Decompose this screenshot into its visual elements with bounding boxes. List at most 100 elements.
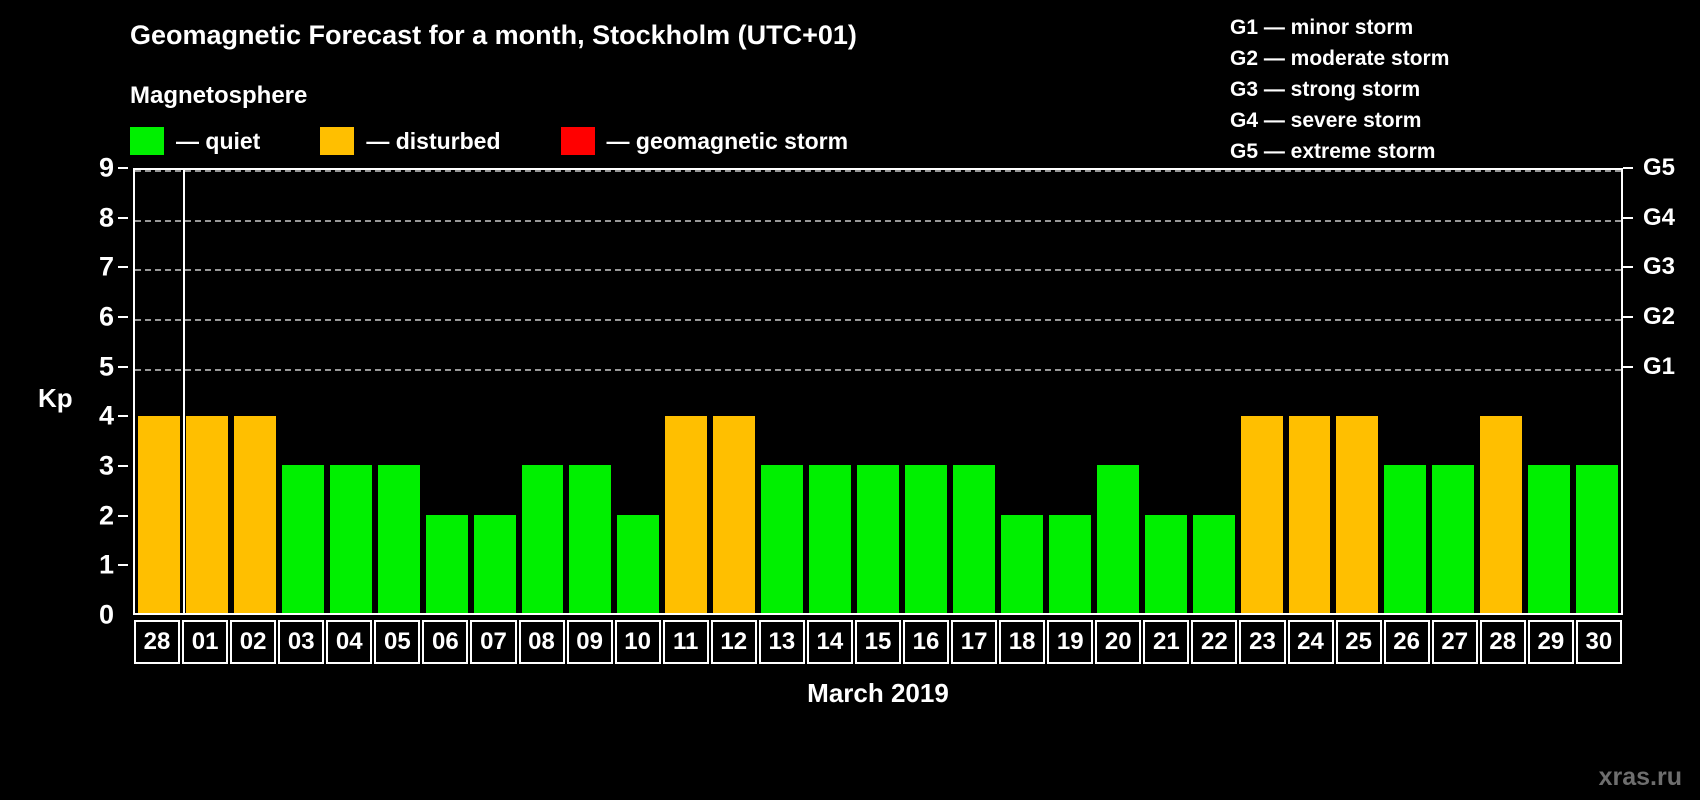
- bar-24: [1288, 416, 1331, 613]
- g-tick-mark-G2: [1623, 316, 1633, 318]
- g-tick-label-G1: G1: [1643, 352, 1676, 380]
- g-legend-row-1: G1 — minor storm: [1230, 16, 1414, 39]
- bar-28: [138, 416, 180, 613]
- y-tick-mark-8: [118, 216, 128, 219]
- bar-cell: [1381, 170, 1429, 613]
- bar-26: [1384, 465, 1427, 613]
- bar-cell: [423, 170, 471, 613]
- date-label-27: 27: [1431, 620, 1478, 664]
- y-tick-label-9: 9: [98, 152, 114, 183]
- bar-01: [185, 416, 228, 613]
- bar-14: [809, 465, 852, 613]
- y-tick-mark-1: [118, 564, 128, 567]
- bar-18: [1000, 514, 1043, 613]
- bar-11: [665, 416, 708, 613]
- gridline-kp-7: [135, 269, 1621, 272]
- legend-entry: — disturbed: [320, 127, 501, 155]
- bar-27: [1432, 465, 1475, 613]
- y-tick-mark-3: [118, 465, 128, 467]
- gridline-kp-6: [135, 319, 1621, 321]
- bar-cell: [662, 170, 710, 613]
- bar-03: [281, 465, 324, 613]
- bar-cell: [806, 170, 854, 613]
- x-axis-title: March 2019: [807, 678, 949, 708]
- bar-13: [761, 465, 804, 613]
- date-label-10: 10: [614, 620, 661, 664]
- bar-02: [233, 416, 276, 613]
- bar-10: [617, 514, 660, 613]
- watermark: xras.ru: [1598, 763, 1682, 791]
- date-label-0: 28: [134, 620, 181, 664]
- date-label-23: 23: [1239, 620, 1286, 664]
- date-label-8: 08: [518, 620, 565, 664]
- gridline-kp-5: [135, 368, 1621, 371]
- date-label-18: 18: [999, 620, 1046, 664]
- bar-cell: [1046, 170, 1094, 613]
- bar-23: [1240, 416, 1283, 613]
- bar-cell: [183, 170, 231, 613]
- bar-cell: [1477, 170, 1525, 613]
- bar-28: [1480, 416, 1523, 613]
- bar-30: [1576, 465, 1619, 613]
- date-label-17: 17: [951, 620, 998, 664]
- legend-swatch-1: [320, 127, 355, 155]
- bar-15: [857, 465, 899, 613]
- bar-cell: [1573, 170, 1621, 613]
- bar-cell: [1525, 170, 1573, 613]
- date-label-14: 14: [806, 620, 853, 664]
- y-tick-mark-4: [118, 415, 128, 418]
- g-scale-legend: G1 — minor storm G2 — moderate storm G3 — …: [1230, 12, 1449, 167]
- y-tick-label-5: 5: [98, 351, 114, 382]
- g-tick-label-G4: G4: [1643, 203, 1676, 231]
- bar-cell: [998, 170, 1046, 613]
- y-tick-label-4: 4: [98, 400, 114, 431]
- legend-label: — geomagnetic storm: [606, 127, 849, 154]
- bar-08: [521, 465, 564, 613]
- bar-cell: [1142, 170, 1190, 613]
- date-label-13: 13: [758, 620, 805, 664]
- y-tick-label-3: 3: [98, 450, 114, 481]
- color-legend: — quiet — disturbed — geomagnetic storm: [130, 126, 848, 156]
- y-tick-label-1: 1: [98, 549, 114, 580]
- magnetosphere-label: Magnetosphere: [130, 82, 308, 109]
- page-title: Geomagnetic Forecast for a month, Stockh…: [130, 20, 857, 50]
- legend-label: — quiet: [176, 127, 261, 154]
- bar-cell: [566, 170, 614, 613]
- date-label-9: 09: [566, 620, 613, 664]
- bar-cell: [327, 170, 375, 613]
- y-tick-label-2: 2: [98, 500, 114, 531]
- bar-06: [425, 514, 468, 613]
- date-label-12: 12: [710, 620, 757, 664]
- legend-swatch-2: [560, 127, 595, 155]
- legend-entry: — geomagnetic storm: [560, 127, 849, 155]
- y-tick-mark-7: [118, 266, 128, 269]
- g-tick-mark-G5: [1623, 167, 1633, 169]
- date-label-20: 20: [1095, 620, 1142, 664]
- bar-09: [569, 465, 612, 613]
- bar-19: [1048, 514, 1091, 613]
- g-legend-row-2: G2 — moderate storm: [1230, 47, 1450, 70]
- bar-cell: [231, 170, 279, 613]
- gridline-kp-8: [135, 219, 1621, 222]
- g-tick-mark-G3: [1623, 266, 1633, 269]
- bar-25: [1336, 416, 1379, 613]
- date-label-11: 11: [662, 620, 709, 664]
- bar-cell: [902, 170, 950, 613]
- bar-cell: [279, 170, 327, 613]
- legend-swatch-0: [130, 127, 164, 155]
- bar-cell: [471, 170, 519, 613]
- date-label-4: 04: [326, 620, 373, 664]
- bar-cell: [1333, 170, 1381, 613]
- bar-cell: [950, 170, 998, 613]
- y-tick-label-8: 8: [98, 202, 114, 233]
- date-label-24: 24: [1287, 620, 1334, 664]
- date-label-30: 30: [1575, 620, 1622, 664]
- bar-05: [377, 465, 420, 613]
- bar-29: [1528, 465, 1571, 613]
- bar-cell: [758, 170, 806, 613]
- bar-cell: [1429, 170, 1477, 613]
- g-tick-label-G2: G2: [1643, 303, 1676, 330]
- g-tick-mark-G4: [1623, 216, 1633, 219]
- date-label-1: 01: [182, 620, 229, 664]
- g-legend-row-5: G5 — extreme storm: [1230, 140, 1436, 163]
